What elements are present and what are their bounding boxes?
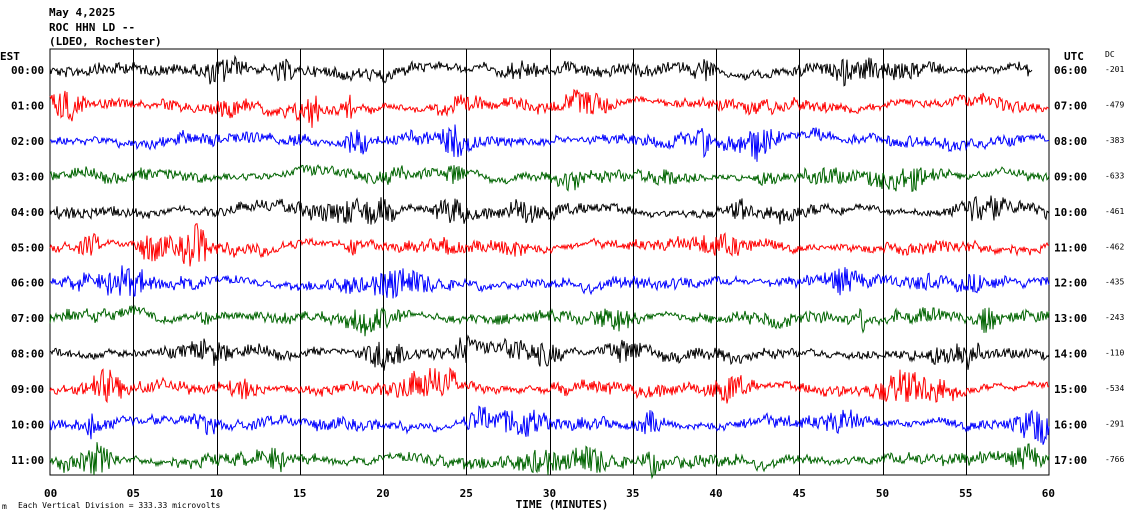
dc-value: -201 bbox=[1105, 65, 1124, 74]
dc-value: -462 bbox=[1105, 242, 1124, 251]
dc-value: -435 bbox=[1105, 278, 1124, 287]
trace-row-0200 bbox=[49, 124, 1050, 162]
est-label: 05:00 bbox=[11, 241, 44, 254]
traces bbox=[49, 54, 1050, 480]
x-tick-45: 45 bbox=[793, 487, 806, 500]
header-network: (LDEO, Rochester) bbox=[49, 35, 162, 48]
trace-row-0100 bbox=[49, 88, 1050, 128]
dc-label: DC bbox=[1105, 50, 1115, 59]
x-tick-00: 00 bbox=[44, 487, 57, 500]
utc-label: 12:00 bbox=[1054, 277, 1087, 290]
utc-label: 06:00 bbox=[1054, 64, 1087, 77]
trace-row-0600 bbox=[50, 265, 1050, 299]
dc-value: -534 bbox=[1105, 384, 1124, 393]
est-label: 02:00 bbox=[11, 135, 44, 148]
est-label: 09:00 bbox=[11, 383, 44, 396]
trace-row-1100 bbox=[49, 442, 1050, 480]
dc-value: -766 bbox=[1105, 455, 1124, 464]
utc-label: 09:00 bbox=[1054, 170, 1087, 183]
utc-label: 07:00 bbox=[1054, 99, 1087, 112]
x-tick-40: 40 bbox=[709, 487, 722, 500]
trace-row-0400 bbox=[49, 195, 1050, 225]
utc-label: 10:00 bbox=[1054, 206, 1087, 219]
x-tick-25: 25 bbox=[460, 487, 473, 500]
est-label: 07:00 bbox=[11, 312, 44, 325]
est-label: 06:00 bbox=[11, 277, 44, 290]
dc-value: -291 bbox=[1105, 420, 1124, 429]
utc-label: 14:00 bbox=[1054, 348, 1087, 361]
trace-row-0500 bbox=[49, 223, 1050, 267]
x-tick-35: 35 bbox=[626, 487, 639, 500]
trace-row-0300 bbox=[49, 164, 1050, 193]
utc-label: 16:00 bbox=[1054, 419, 1087, 432]
header-date: May 4,2025 bbox=[49, 6, 115, 19]
footer-vertical-division: Each Vertical Division = 333.33 microvol… bbox=[18, 501, 220, 510]
trace-row-0800 bbox=[49, 334, 1050, 371]
x-tick-10: 10 bbox=[210, 487, 223, 500]
x-tick-20: 20 bbox=[376, 487, 389, 500]
est-label: 08:00 bbox=[11, 348, 44, 361]
x-tick-labels: 00 05 10 15 20 25 30 35 40 45 50 55 60 bbox=[44, 487, 1055, 500]
x-axis-label: TIME (MINUTES) bbox=[516, 498, 609, 511]
dc-value: -243 bbox=[1105, 313, 1124, 322]
header-station: ROC HHN LD -- bbox=[49, 21, 135, 34]
x-tick-55: 55 bbox=[959, 487, 972, 500]
x-tick-50: 50 bbox=[876, 487, 889, 500]
plot-frame bbox=[49, 48, 1050, 476]
grid bbox=[49, 48, 1050, 476]
dc-value: -110 bbox=[1105, 349, 1124, 358]
left-axis-label: EST bbox=[0, 50, 20, 63]
x-tick-15: 15 bbox=[293, 487, 306, 500]
utc-label: 15:00 bbox=[1054, 383, 1087, 396]
footer-mark: m bbox=[2, 502, 7, 511]
x-tick-05: 05 bbox=[127, 487, 140, 500]
right-axis-label: UTC bbox=[1064, 50, 1084, 63]
utc-label: 08:00 bbox=[1054, 135, 1087, 148]
utc-label: 11:00 bbox=[1054, 241, 1087, 254]
dc-value: -383 bbox=[1105, 136, 1124, 145]
dc-value: -461 bbox=[1105, 207, 1124, 216]
trace-row-0000 bbox=[49, 54, 1033, 87]
trace-row-1000 bbox=[49, 405, 1050, 445]
trace-row-0700 bbox=[49, 304, 1050, 337]
utc-label: 13:00 bbox=[1054, 312, 1087, 325]
dc-value: -633 bbox=[1105, 171, 1124, 180]
utc-label: 17:00 bbox=[1054, 454, 1087, 467]
row-labels: 00:00 06:00 -201 01:00 07:00 -479 02:00 08:00 -3… bbox=[11, 64, 1124, 467]
x-tick-60: 60 bbox=[1042, 487, 1055, 500]
est-label: 03:00 bbox=[11, 170, 44, 183]
est-label: 01:00 bbox=[11, 99, 44, 112]
est-label: 10:00 bbox=[11, 419, 44, 432]
x-tick-30: 30 bbox=[543, 487, 556, 500]
est-label: 11:00 bbox=[11, 454, 44, 467]
est-label: 00:00 bbox=[11, 64, 44, 77]
trace-row-0900 bbox=[49, 366, 1049, 404]
dc-value: -479 bbox=[1105, 100, 1124, 109]
est-label: 04:00 bbox=[11, 206, 44, 219]
